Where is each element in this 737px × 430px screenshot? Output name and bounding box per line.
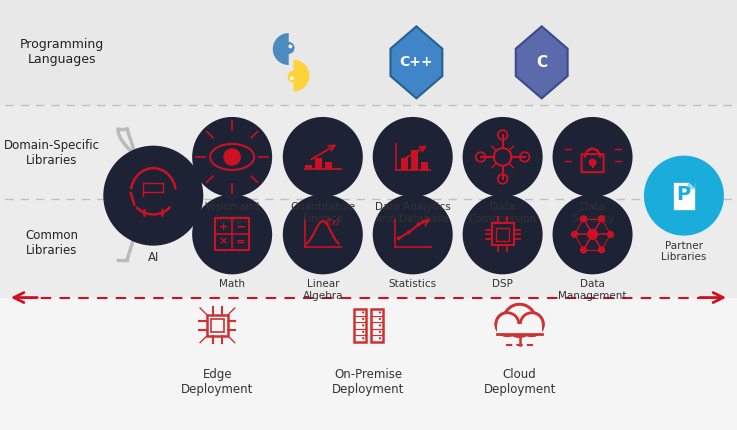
- Circle shape: [362, 331, 364, 333]
- Bar: [0, 0, 737, 105]
- Bar: [371, 309, 383, 341]
- Circle shape: [282, 42, 295, 54]
- Circle shape: [192, 194, 272, 274]
- Circle shape: [379, 318, 381, 320]
- Polygon shape: [688, 181, 695, 189]
- Circle shape: [463, 194, 542, 274]
- Text: Programming
Languages: Programming Languages: [20, 37, 104, 66]
- Circle shape: [379, 311, 381, 313]
- Polygon shape: [688, 181, 695, 189]
- Circle shape: [571, 231, 578, 238]
- Circle shape: [379, 324, 381, 326]
- Text: DSP: DSP: [492, 280, 513, 289]
- Text: AI: AI: [147, 251, 159, 264]
- Circle shape: [362, 311, 364, 313]
- Circle shape: [362, 324, 364, 326]
- Bar: [215, 218, 249, 250]
- Circle shape: [223, 148, 241, 166]
- Bar: [211, 319, 224, 332]
- Bar: [401, 158, 408, 170]
- Text: ×: ×: [219, 237, 228, 246]
- Circle shape: [379, 337, 381, 339]
- Circle shape: [503, 304, 536, 336]
- Circle shape: [290, 77, 294, 80]
- Circle shape: [598, 246, 605, 254]
- Circle shape: [598, 215, 605, 222]
- Text: Data
Security: Data Security: [571, 202, 614, 224]
- Bar: [421, 162, 428, 170]
- Text: Linear
Algebra: Linear Algebra: [303, 280, 343, 301]
- Text: On-Premise
Deployment: On-Premise Deployment: [332, 369, 405, 396]
- Circle shape: [520, 313, 543, 335]
- Circle shape: [589, 159, 596, 166]
- Circle shape: [288, 44, 293, 48]
- Polygon shape: [391, 26, 442, 98]
- Circle shape: [192, 117, 272, 197]
- Bar: [497, 324, 542, 334]
- Bar: [305, 165, 312, 169]
- Circle shape: [503, 304, 536, 336]
- Circle shape: [373, 117, 453, 197]
- Text: Edge
Deployment: Edge Deployment: [181, 369, 254, 396]
- Text: Data
Management: Data Management: [559, 280, 626, 301]
- Bar: [325, 162, 332, 169]
- Circle shape: [287, 71, 300, 83]
- Text: +: +: [219, 222, 228, 232]
- Circle shape: [587, 229, 598, 240]
- Circle shape: [644, 156, 724, 236]
- Circle shape: [463, 117, 542, 197]
- FancyBboxPatch shape: [673, 181, 695, 210]
- Polygon shape: [273, 33, 289, 65]
- Circle shape: [553, 117, 632, 197]
- Circle shape: [496, 313, 519, 335]
- Text: Vision and
Image: Vision and Image: [205, 202, 259, 224]
- Bar: [315, 158, 322, 169]
- Circle shape: [283, 194, 363, 274]
- Circle shape: [283, 117, 363, 197]
- Circle shape: [426, 218, 430, 222]
- Circle shape: [553, 194, 632, 274]
- Text: C++: C++: [399, 55, 433, 69]
- Bar: [0, 105, 737, 298]
- Bar: [0, 298, 737, 430]
- Bar: [354, 309, 366, 341]
- Text: Data Analytics
and Database: Data Analytics and Database: [375, 202, 450, 224]
- Text: f(x): f(x): [326, 218, 340, 227]
- Circle shape: [397, 237, 401, 240]
- Polygon shape: [516, 26, 567, 98]
- Text: Cloud
Deployment: Cloud Deployment: [483, 369, 556, 396]
- Circle shape: [580, 215, 587, 222]
- Circle shape: [362, 337, 364, 339]
- Bar: [207, 315, 228, 336]
- Text: Data
Compression: Data Compression: [469, 202, 537, 224]
- Text: Statistics: Statistics: [388, 280, 437, 289]
- Circle shape: [103, 146, 203, 246]
- Polygon shape: [293, 60, 310, 92]
- Circle shape: [416, 222, 421, 226]
- Text: C: C: [536, 55, 548, 70]
- Bar: [496, 228, 509, 241]
- Circle shape: [496, 313, 519, 335]
- Bar: [492, 223, 514, 246]
- Text: Quantitative
Finance: Quantitative Finance: [290, 202, 355, 224]
- Circle shape: [407, 230, 411, 234]
- Circle shape: [373, 194, 453, 274]
- Text: Common
Libraries: Common Libraries: [26, 229, 79, 257]
- Text: Partner
Libraries: Partner Libraries: [661, 241, 707, 262]
- Text: −: −: [236, 221, 246, 233]
- Circle shape: [580, 246, 587, 254]
- Text: Math: Math: [219, 280, 245, 289]
- Text: P: P: [676, 185, 690, 204]
- Circle shape: [607, 231, 614, 238]
- Circle shape: [520, 313, 543, 335]
- Bar: [411, 150, 418, 170]
- Text: Domain-Specific
Libraries: Domain-Specific Libraries: [4, 138, 100, 167]
- Circle shape: [362, 318, 364, 320]
- Text: =: =: [237, 237, 245, 246]
- Circle shape: [379, 331, 381, 333]
